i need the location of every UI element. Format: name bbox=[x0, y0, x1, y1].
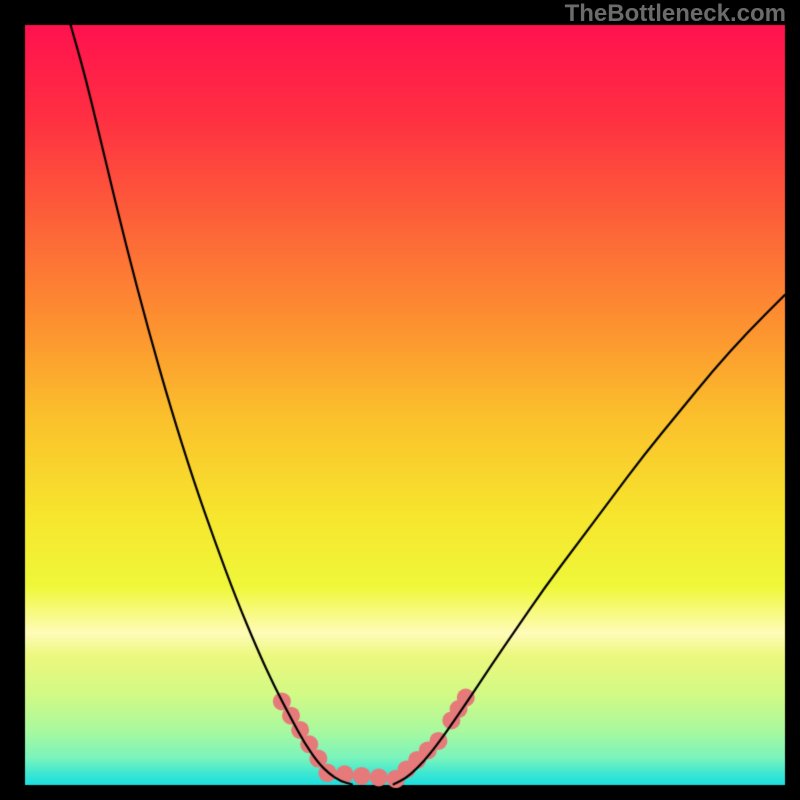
watermark-text: TheBottleneck.com bbox=[565, 0, 786, 28]
bottleneck-chart bbox=[0, 0, 800, 800]
